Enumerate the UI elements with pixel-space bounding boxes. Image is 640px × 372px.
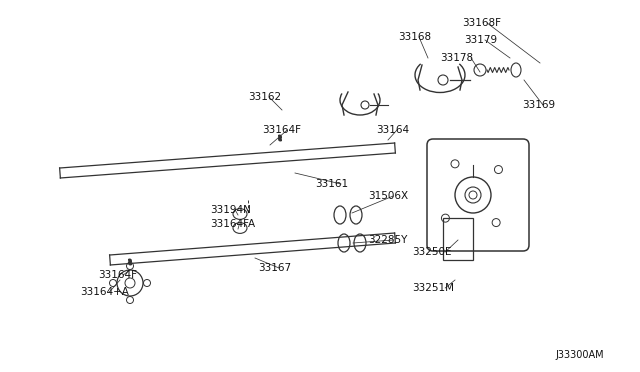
Text: 31506X: 31506X: [368, 191, 408, 201]
Text: 33178: 33178: [440, 53, 473, 63]
Text: 33250E: 33250E: [412, 247, 451, 257]
Text: J33300AM: J33300AM: [555, 350, 604, 360]
Text: 33251M: 33251M: [412, 283, 454, 293]
Text: 33164F: 33164F: [262, 125, 301, 135]
Text: 33167: 33167: [258, 263, 291, 273]
Text: 33168: 33168: [398, 32, 431, 42]
Text: 33169: 33169: [522, 100, 555, 110]
Text: 33164FA: 33164FA: [210, 219, 255, 229]
Text: 33164F: 33164F: [98, 270, 137, 280]
Text: 33164: 33164: [376, 125, 409, 135]
Text: 33168F: 33168F: [462, 18, 501, 28]
Text: 33194N: 33194N: [210, 205, 251, 215]
Text: 33179: 33179: [464, 35, 497, 45]
Bar: [443, 218, 473, 260]
Text: 32285Y: 32285Y: [368, 235, 408, 245]
Text: 33162: 33162: [248, 92, 281, 102]
Text: 33161: 33161: [315, 179, 348, 189]
Text: 33164+A: 33164+A: [80, 287, 129, 297]
